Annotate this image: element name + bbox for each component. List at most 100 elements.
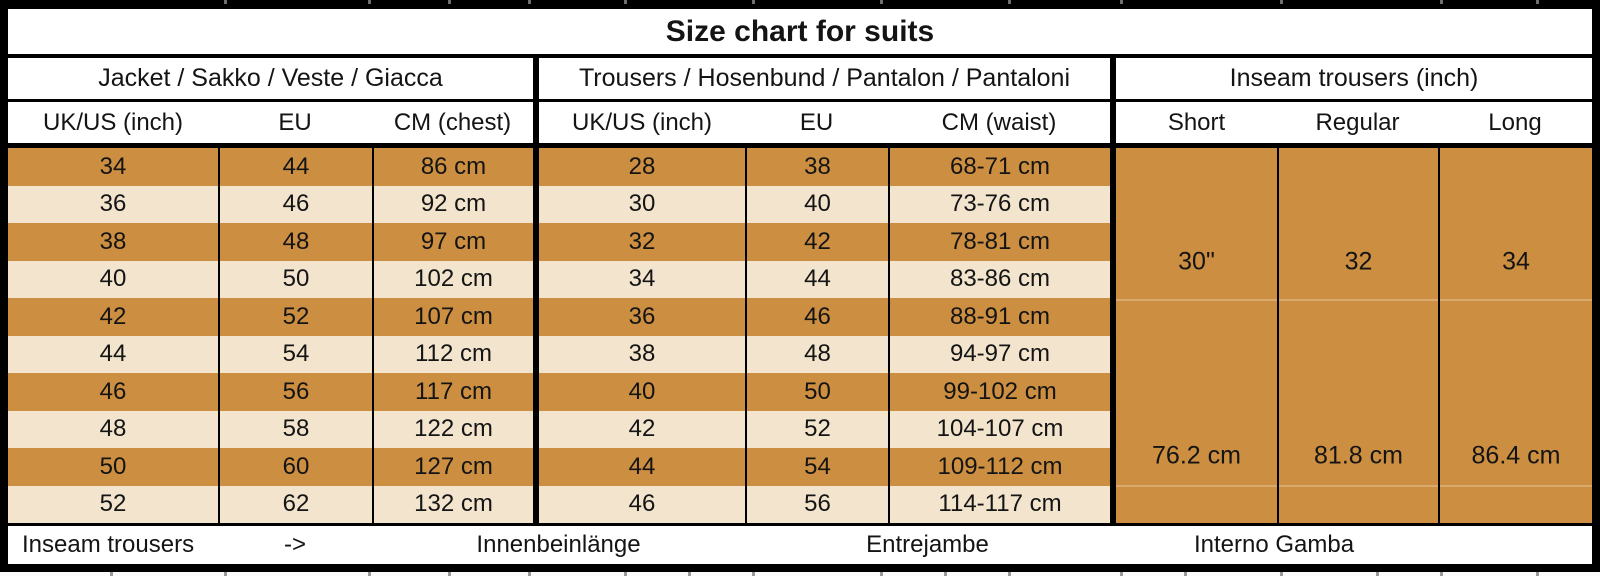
cell-jacket-cm: 117 cm xyxy=(372,373,533,411)
cell-jacket-uk-us: 52 xyxy=(8,485,218,523)
cell-jacket-uk-us: 48 xyxy=(8,410,218,448)
inseam-short-cm-value: 76.2 cm xyxy=(1152,441,1241,469)
cell-jacket-eu: 58 xyxy=(218,410,372,448)
cell-trousers-cm: 94-97 cm xyxy=(888,335,1110,373)
cell-jacket-uk-us: 38 xyxy=(8,223,218,261)
column-header-jacket-uk-us: UK/US (inch) xyxy=(8,102,218,148)
gridline-tick xyxy=(624,0,627,4)
gridline-tick xyxy=(224,0,227,4)
gridline-tick xyxy=(1536,572,1539,576)
gridline-tick xyxy=(1376,572,1379,576)
cell-trousers-uk-us: 44 xyxy=(533,448,745,486)
cell-trousers-cm: 73-76 cm xyxy=(888,185,1110,223)
cell-trousers-eu: 48 xyxy=(745,335,888,373)
cell-jacket-eu: 50 xyxy=(218,260,372,298)
gridline-tick xyxy=(624,572,627,576)
cell-trousers-uk-us: 32 xyxy=(533,223,745,261)
cell-trousers-uk-us: 40 xyxy=(533,373,745,411)
footer-arrow: -> xyxy=(218,523,372,564)
gridline-tick xyxy=(1280,572,1283,576)
footer-inseam-trousers-label: Inseam trousers xyxy=(8,523,218,564)
faint-gridline xyxy=(1116,299,1277,301)
cell-trousers-cm: 104-107 cm xyxy=(888,410,1110,448)
cell-trousers-eu: 56 xyxy=(745,485,888,523)
inseam-long-inch-value: 34 xyxy=(1502,247,1530,276)
gridline-tick xyxy=(448,0,451,4)
cell-trousers-eu: 38 xyxy=(745,148,888,186)
inseam-short-merged-cell: 30" 76.2 cm xyxy=(1110,148,1277,523)
column-header-inseam-long: Long xyxy=(1438,102,1592,148)
gridline-tick xyxy=(1440,572,1443,576)
gridline-tick xyxy=(880,572,883,576)
column-header-trousers-uk-us: UK/US (inch) xyxy=(533,102,745,148)
cell-jacket-uk-us: 40 xyxy=(8,260,218,298)
gridline-tick xyxy=(224,572,227,576)
cell-trousers-eu: 52 xyxy=(745,410,888,448)
faint-gridline xyxy=(1440,485,1592,487)
gridline-tick xyxy=(752,572,755,576)
gridline-tick xyxy=(688,572,691,576)
cell-trousers-cm: 99-102 cm xyxy=(888,373,1110,411)
section-header-inseam: Inseam trousers (inch) xyxy=(1110,58,1592,102)
cell-trousers-eu: 46 xyxy=(745,298,888,336)
gridline-tick xyxy=(1536,0,1539,4)
cell-jacket-eu: 60 xyxy=(218,448,372,486)
cell-jacket-cm: 127 cm xyxy=(372,448,533,486)
cell-jacket-eu: 44 xyxy=(218,148,372,186)
inseam-long-cm-value: 86.4 cm xyxy=(1471,441,1561,469)
cell-jacket-cm: 107 cm xyxy=(372,298,533,336)
footer-translation-german: Innenbeinlänge xyxy=(372,523,745,564)
cell-trousers-uk-us: 38 xyxy=(533,335,745,373)
cell-jacket-uk-us: 34 xyxy=(8,148,218,186)
column-header-trousers-eu: EU xyxy=(745,102,888,148)
gridline-tick xyxy=(528,0,531,4)
gridline-tick xyxy=(1008,0,1011,4)
cell-jacket-eu: 52 xyxy=(218,298,372,336)
spreadsheet-gridline-ticks-bottom xyxy=(0,572,1600,576)
gridline-tick xyxy=(110,572,113,576)
cell-trousers-cm: 83-86 cm xyxy=(888,260,1110,298)
column-header-jacket-eu: EU xyxy=(218,102,372,148)
footer-translation-french: Entrejambe xyxy=(745,523,1110,564)
spreadsheet-gridline-ticks-top xyxy=(0,0,1600,4)
footer-empty-cell xyxy=(1438,523,1592,564)
cell-jacket-cm: 132 cm xyxy=(372,485,533,523)
inseam-regular-merged-cell: 32 81.8 cm xyxy=(1277,148,1438,523)
gridline-tick xyxy=(368,0,371,4)
cell-trousers-eu: 44 xyxy=(745,260,888,298)
footer-translation-italian: Interno Gamba xyxy=(1110,523,1438,564)
cell-jacket-cm: 102 cm xyxy=(372,260,533,298)
gridline-tick xyxy=(1440,0,1443,4)
gridline-tick xyxy=(752,0,755,4)
cell-jacket-uk-us: 50 xyxy=(8,448,218,486)
cell-trousers-uk-us: 42 xyxy=(533,410,745,448)
cell-jacket-eu: 62 xyxy=(218,485,372,523)
faint-gridline xyxy=(1116,485,1277,487)
gridline-tick xyxy=(368,572,371,576)
inseam-long-merged-cell: 34 86.4 cm xyxy=(1438,148,1592,523)
cell-jacket-uk-us: 36 xyxy=(8,185,218,223)
gridline-tick xyxy=(1120,0,1123,4)
cell-trousers-uk-us: 30 xyxy=(533,185,745,223)
cell-jacket-uk-us: 42 xyxy=(8,298,218,336)
faint-gridline xyxy=(1279,485,1438,487)
faint-gridline xyxy=(1440,299,1592,301)
gridline-tick xyxy=(1120,572,1123,576)
cell-jacket-eu: 46 xyxy=(218,185,372,223)
table-title: Size chart for suits xyxy=(8,9,1592,58)
section-header-jacket: Jacket / Sakko / Veste / Giacca xyxy=(8,58,533,102)
inseam-regular-cm-value: 81.8 cm xyxy=(1314,441,1403,469)
gridline-tick xyxy=(880,0,883,4)
cell-jacket-eu: 48 xyxy=(218,223,372,261)
cell-jacket-uk-us: 44 xyxy=(8,335,218,373)
cell-trousers-cm: 78-81 cm xyxy=(888,223,1110,261)
gridline-tick xyxy=(1008,572,1011,576)
cell-jacket-eu: 54 xyxy=(218,335,372,373)
section-header-trousers: Trousers / Hosenbund / Pantalon / Pantal… xyxy=(533,58,1110,102)
cell-trousers-eu: 50 xyxy=(745,373,888,411)
inseam-regular-inch-value: 32 xyxy=(1344,247,1373,276)
gridline-tick xyxy=(448,572,451,576)
cell-trousers-eu: 42 xyxy=(745,223,888,261)
gridline-tick xyxy=(1184,572,1187,576)
cell-jacket-cm: 86 cm xyxy=(372,148,533,186)
